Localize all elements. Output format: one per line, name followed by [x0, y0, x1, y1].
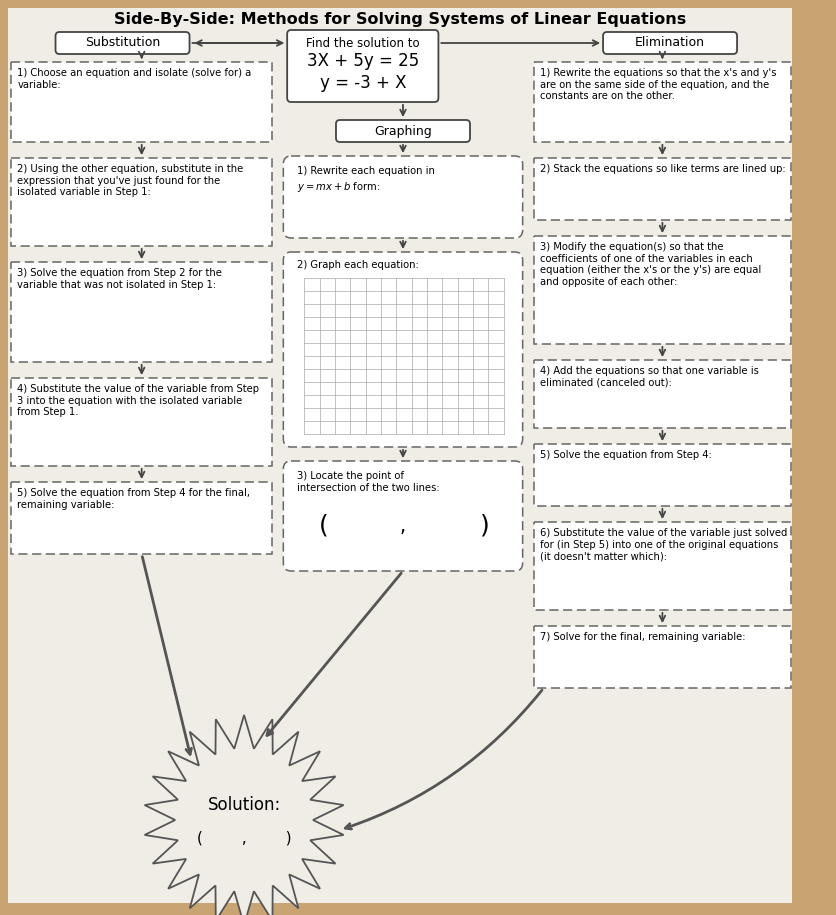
FancyBboxPatch shape — [12, 262, 272, 362]
Text: Side-By-Side: Methods for Solving Systems of Linear Equations: Side-By-Side: Methods for Solving System… — [115, 12, 686, 27]
Text: 3X + 5y = 25: 3X + 5y = 25 — [306, 52, 418, 70]
FancyBboxPatch shape — [602, 32, 737, 54]
FancyBboxPatch shape — [8, 8, 791, 903]
FancyBboxPatch shape — [533, 158, 790, 220]
FancyBboxPatch shape — [283, 252, 522, 447]
Text: 5) Solve the equation from Step 4:: 5) Solve the equation from Step 4: — [539, 450, 711, 460]
Text: 6) Substitute the value of the variable just solved
for (in Step 5) into one of : 6) Substitute the value of the variable … — [539, 528, 787, 561]
Text: 3) Solve the equation from Step 2 for the
variable that was not isolated in Step: 3) Solve the equation from Step 2 for th… — [18, 268, 222, 290]
FancyBboxPatch shape — [533, 62, 790, 142]
FancyBboxPatch shape — [287, 30, 438, 102]
FancyBboxPatch shape — [533, 360, 790, 428]
Text: 3) Locate the point of
intersection of the two lines:: 3) Locate the point of intersection of t… — [297, 471, 439, 492]
FancyBboxPatch shape — [533, 444, 790, 506]
FancyBboxPatch shape — [12, 378, 272, 466]
Text: (: ( — [319, 514, 328, 538]
Polygon shape — [145, 715, 343, 915]
Text: 4) Add the equations so that one variable is
eliminated (canceled out):: 4) Add the equations so that one variabl… — [539, 366, 758, 388]
Text: 1) Rewrite each equation in: 1) Rewrite each equation in — [297, 166, 434, 176]
Text: y = -3 + X: y = -3 + X — [319, 74, 405, 92]
Text: 7) Solve for the final, remaining variable:: 7) Solve for the final, remaining variab… — [539, 632, 745, 642]
Text: ): ) — [479, 514, 489, 538]
FancyBboxPatch shape — [55, 32, 189, 54]
Text: 4) Substitute the value of the variable from Step
3 into the equation with the i: 4) Substitute the value of the variable … — [18, 384, 259, 417]
Text: Find the solution to: Find the solution to — [306, 37, 419, 50]
Text: ,: , — [400, 516, 405, 535]
Text: 1) Rewrite the equations so that the x's and y's
are on the same side of the equ: 1) Rewrite the equations so that the x's… — [539, 68, 776, 102]
Text: 2) Stack the equations so like terms are lined up:: 2) Stack the equations so like terms are… — [539, 164, 784, 174]
FancyBboxPatch shape — [335, 120, 470, 142]
Text: Graphing: Graphing — [374, 124, 431, 137]
FancyBboxPatch shape — [533, 236, 790, 344]
Text: Solution:: Solution: — [207, 796, 280, 814]
Text: 5) Solve the equation from Step 4 for the final,
remaining variable:: 5) Solve the equation from Step 4 for th… — [18, 488, 250, 510]
FancyBboxPatch shape — [12, 158, 272, 246]
Text: 3) Modify the equation(s) so that the
coefficients of one of the variables in ea: 3) Modify the equation(s) so that the co… — [539, 242, 760, 286]
Text: $y = mx + b$ form:: $y = mx + b$ form: — [297, 180, 380, 194]
Text: 2) Using the other equation, substitute in the
expression that you've just found: 2) Using the other equation, substitute … — [18, 164, 243, 198]
Text: Substitution: Substitution — [84, 37, 160, 49]
FancyBboxPatch shape — [533, 626, 790, 688]
FancyBboxPatch shape — [533, 522, 790, 610]
FancyBboxPatch shape — [12, 62, 272, 142]
FancyBboxPatch shape — [283, 156, 522, 238]
Text: 1) Choose an equation and isolate (solve for) a
variable:: 1) Choose an equation and isolate (solve… — [18, 68, 251, 90]
Text: (        ,        ): ( , ) — [196, 831, 291, 845]
Text: 2) Graph each equation:: 2) Graph each equation: — [297, 260, 418, 270]
FancyBboxPatch shape — [283, 461, 522, 571]
FancyBboxPatch shape — [12, 482, 272, 554]
Text: Elimination: Elimination — [635, 37, 704, 49]
